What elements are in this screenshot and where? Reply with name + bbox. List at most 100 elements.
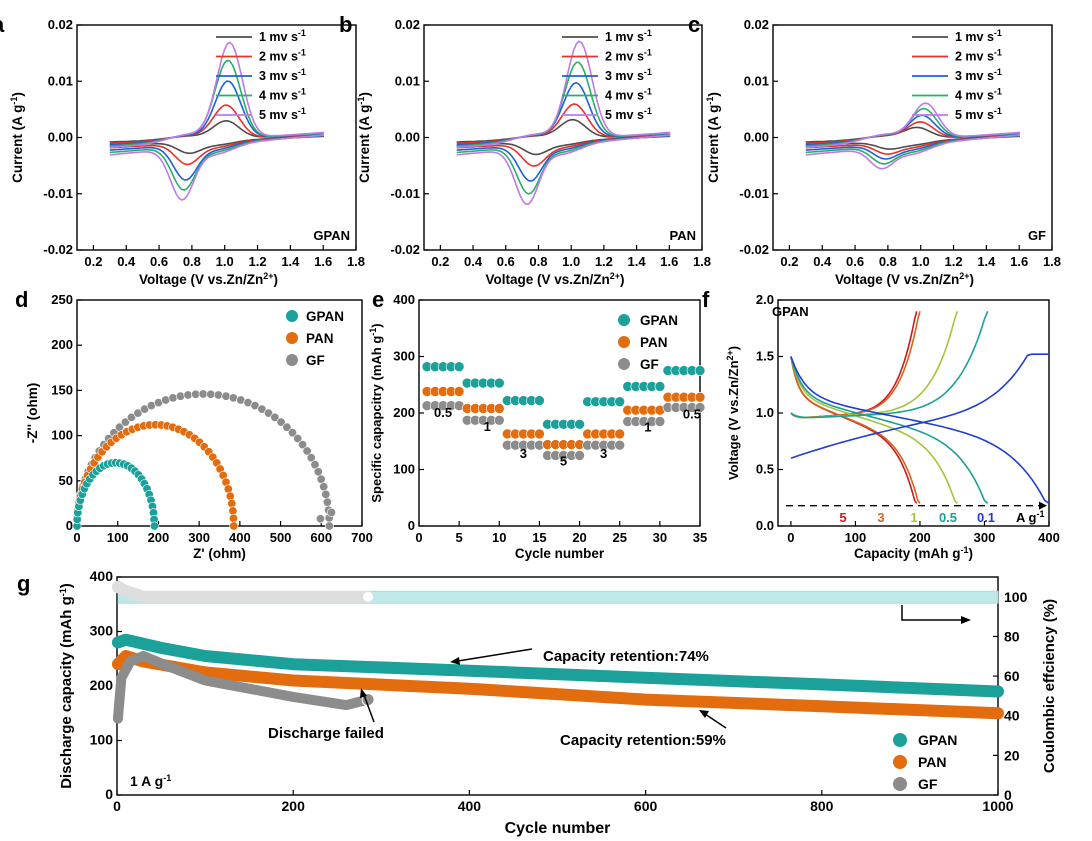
x-tick-label: 1.2 xyxy=(248,254,266,269)
data-point-gf xyxy=(574,450,585,461)
retention-gpan: Capacity retention:74% xyxy=(543,648,709,665)
x-tick-label: 1.8 xyxy=(693,254,711,269)
x-tick-label: 800 xyxy=(810,798,834,814)
panel-letter: g xyxy=(17,571,30,596)
legend-label: 3 mv s-1 xyxy=(955,67,1002,83)
legend-label: 4 mv s-1 xyxy=(605,87,652,103)
legend-label: 2 mv s-1 xyxy=(605,48,652,64)
y-tick-label: -0.01 xyxy=(43,186,73,201)
data-point-gf xyxy=(263,408,273,418)
sample-tag: GPAN xyxy=(313,228,350,243)
sample-tag: GF xyxy=(1028,228,1046,243)
legend-label: 2 mv s-1 xyxy=(955,48,1002,64)
x-tick-label: 200 xyxy=(282,798,306,814)
data-point-gf xyxy=(276,417,286,427)
x-tick-label: 400 xyxy=(458,798,482,814)
legend-label: 5 mv s-1 xyxy=(955,106,1002,122)
discharge-curve xyxy=(790,356,958,504)
y-axis-label: Voltage (V vs.Zn/Zn2+) xyxy=(725,346,741,480)
y-tick-label: 250 xyxy=(51,292,73,307)
y-tick-label: -0.02 xyxy=(390,242,420,257)
data-point-pan xyxy=(453,386,465,397)
x-axis-label: Voltage (V vs.Zn/Zn2+) xyxy=(485,271,624,287)
x-tick-label: 200 xyxy=(909,530,931,545)
capacity-series-gf xyxy=(112,651,374,724)
x-tick-label: 300 xyxy=(188,530,210,545)
y-axis-label: Specific capapcitry (mAh g-1) xyxy=(368,323,384,502)
data-point-gf xyxy=(213,390,223,400)
y-tick-label: -0.01 xyxy=(390,186,420,201)
rate-label: 3 xyxy=(520,446,527,461)
retention-pan: Capacity retention:59% xyxy=(560,732,726,749)
data-point-gf xyxy=(228,393,238,403)
legend-label: 4 mv s-1 xyxy=(259,87,306,103)
x-tick-label: 0.6 xyxy=(846,254,864,269)
plot-frame xyxy=(777,299,1050,527)
y-tick-label: 0.01 xyxy=(48,73,73,88)
x-tick-label: 35 xyxy=(693,530,707,545)
data-point-gf xyxy=(293,433,303,443)
data-point-gf xyxy=(654,416,666,427)
panel-c: 0.2 0.4 0.6 0.8 1.0 1.2 1.4 1.6 1.8 -0.02 -0.01 0.0… xyxy=(688,12,1061,287)
legend-marker xyxy=(893,755,907,769)
axis-indicator-arrowhead xyxy=(961,616,971,624)
data-point-gf xyxy=(298,440,308,450)
y-tick-label: 100 xyxy=(51,428,73,443)
y-tick-label: 150 xyxy=(51,382,73,397)
arrowhead-failed xyxy=(360,688,367,698)
y-axis-label: Current (A g-1) xyxy=(705,92,721,183)
x-tick-label: 100 xyxy=(107,530,129,545)
data-point-gf xyxy=(287,428,297,438)
x-tick-label: 1.8 xyxy=(347,254,365,269)
rate-label: 5 xyxy=(560,454,567,469)
panel-letter: a xyxy=(0,12,5,37)
x-tick-label: 0.6 xyxy=(497,254,515,269)
panel-f: 0 100 200 300 400 0.0 0.5 1.0 1.5 2.0 5 3 1 0.5 0.1 A g… xyxy=(702,287,1060,561)
panel-letter: e xyxy=(372,287,384,312)
panel-letter: b xyxy=(339,12,352,37)
current-density-label: 1 A g-1 xyxy=(130,773,171,789)
rate-label: 1 xyxy=(644,420,651,435)
discharge-curve xyxy=(790,356,921,504)
rate-label: 0.5 xyxy=(683,407,701,422)
sample-tag: GPAN xyxy=(772,304,809,319)
x-tick-label: 1.0 xyxy=(216,254,234,269)
data-point-gf xyxy=(319,482,329,492)
y-tick-label: 0 xyxy=(105,786,113,802)
legend-label: GPAN xyxy=(306,309,344,324)
data-point-gf xyxy=(282,422,292,432)
x-tick-label: 0.4 xyxy=(117,254,136,269)
x-tick-label: 1.4 xyxy=(977,254,996,269)
ce-band-gf xyxy=(111,580,375,603)
cv-curve-5 xyxy=(109,41,325,201)
x-tick-label: 0.8 xyxy=(879,254,897,269)
data-point-pan xyxy=(493,403,505,414)
y2-tick-label: 0 xyxy=(1004,787,1012,803)
legend-marker xyxy=(618,336,630,348)
legend-label: 1 mv s-1 xyxy=(605,28,652,44)
legend-label: GPAN xyxy=(918,732,957,748)
legend-label: 4 mv s-1 xyxy=(955,87,1002,103)
x-tick-label: 0 xyxy=(787,530,794,545)
sample-tag: PAN xyxy=(670,228,696,243)
data-point-gf xyxy=(198,389,208,399)
data-point-gf xyxy=(191,389,201,399)
y-axis-label: -Z'' (ohm) xyxy=(25,383,40,443)
x-tick-label: 500 xyxy=(270,530,292,545)
cv-curve-5 xyxy=(456,40,671,205)
data-point-gf xyxy=(257,404,267,414)
y-tick-label: 100 xyxy=(393,462,415,477)
y-tick-label: 0.5 xyxy=(756,462,774,477)
x-tick-label: 0.8 xyxy=(529,254,547,269)
y-tick-label: -0.01 xyxy=(739,186,769,201)
arrowhead-pan xyxy=(699,710,709,718)
arrowhead-gpan xyxy=(450,657,460,665)
x-axis-label: Capacity (mAh g-1) xyxy=(854,545,973,561)
x-tick-label: 1.6 xyxy=(660,254,678,269)
y-tick-label: 0.02 xyxy=(744,17,769,32)
cutoff-arrow xyxy=(1039,501,1047,510)
x-tick-label: 0.4 xyxy=(813,254,832,269)
y-tick-label: 0.02 xyxy=(48,17,73,32)
y2-tick-label: 100 xyxy=(1004,589,1028,605)
arrow-failed xyxy=(363,694,375,723)
